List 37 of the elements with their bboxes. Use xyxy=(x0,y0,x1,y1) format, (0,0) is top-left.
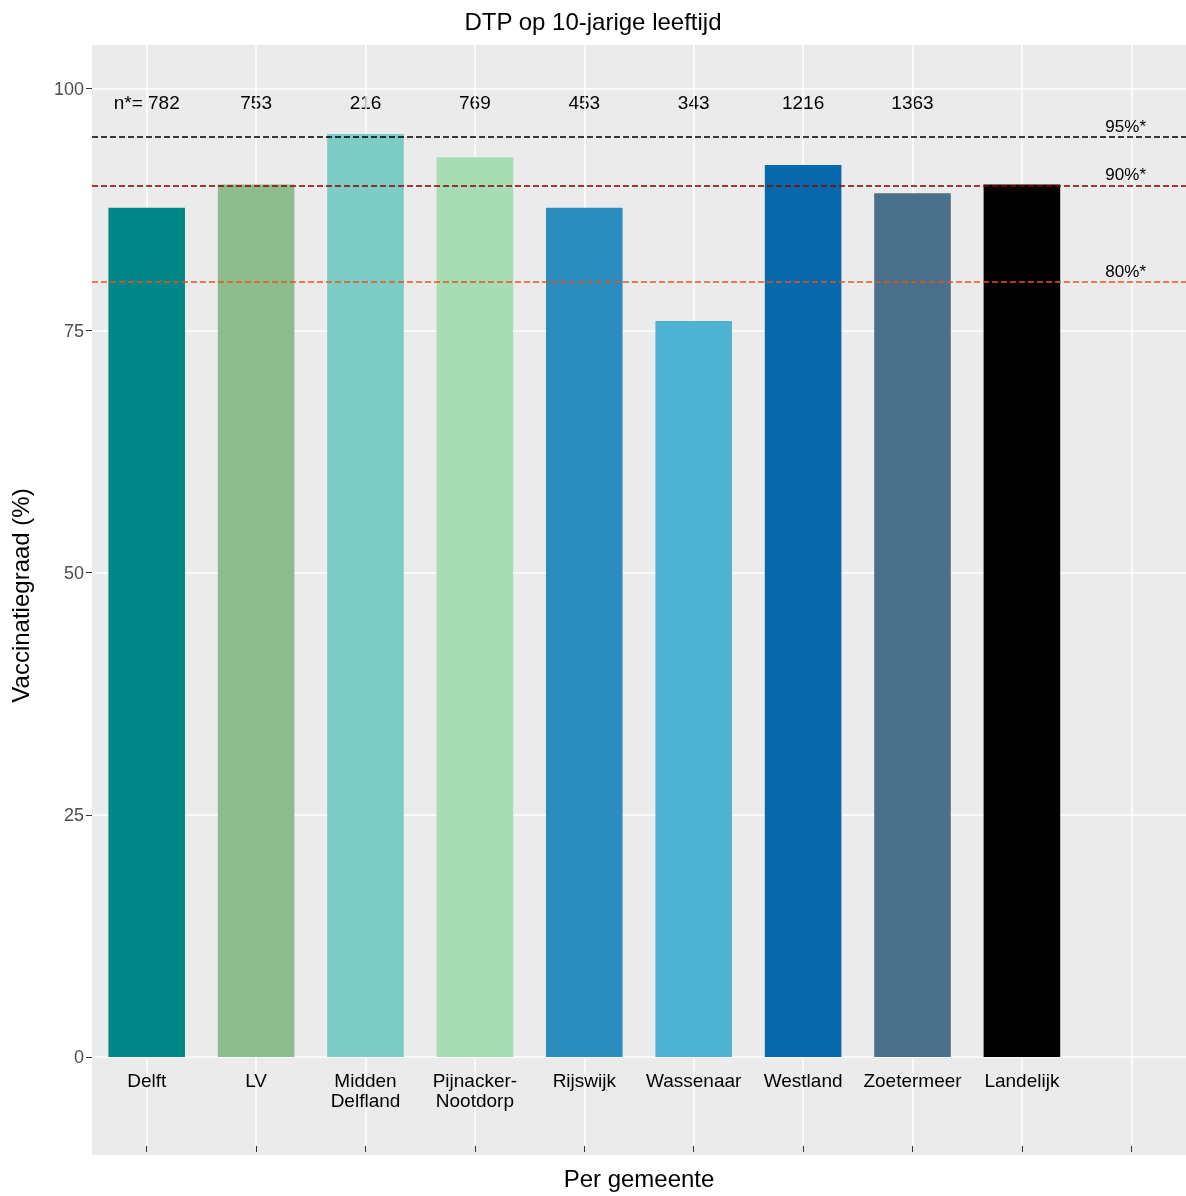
annotation: 769 xyxy=(459,91,491,113)
annotation: 343 xyxy=(677,91,710,113)
x-tick-label: Midden Delfland xyxy=(330,1070,401,1112)
annotation: 1216 xyxy=(781,91,825,113)
bar xyxy=(108,207,185,1057)
x-tick-label: Zoetermeer xyxy=(863,1070,963,1092)
y-tick-label: 50 xyxy=(63,562,84,583)
y-tick-label: 100 xyxy=(53,78,84,99)
bar xyxy=(327,134,404,1057)
x-tick-label: Pijnacker- Nootdorp xyxy=(432,1070,518,1112)
bar xyxy=(764,165,842,1057)
annotation: 216 xyxy=(349,91,382,113)
x-tick-label: Delft xyxy=(127,1070,167,1092)
y-tick-label: 75 xyxy=(63,320,84,341)
bar xyxy=(983,184,1061,1057)
ref-line-label: 80%* xyxy=(1105,262,1147,282)
chart-title: DTP op 10-jarige leeftijd xyxy=(464,7,722,35)
y-tick-label: 25 xyxy=(63,804,84,825)
x-tick-label: Rijswijk xyxy=(552,1070,617,1092)
bar xyxy=(436,157,514,1057)
bar xyxy=(546,207,623,1057)
y-axis-title: Vaccinatiegraad (%) xyxy=(6,488,34,703)
x-tick-label: Westland xyxy=(763,1070,843,1092)
annotation: 1363 xyxy=(891,91,934,113)
annotation: n*= 782 xyxy=(113,91,180,113)
y-tick-label: 0 xyxy=(73,1046,84,1067)
x-tick-label: Wassenaar xyxy=(646,1070,743,1092)
ref-line-label: 90%* xyxy=(1105,165,1147,185)
ref-line-label: 95%* xyxy=(1105,116,1147,136)
x-axis-title: Per gemeente xyxy=(563,1164,715,1192)
x-tick-label: Landelijk xyxy=(984,1070,1060,1092)
bar xyxy=(217,184,295,1057)
bar xyxy=(874,193,951,1057)
annotation: 753 xyxy=(240,91,272,113)
bar xyxy=(655,320,732,1057)
annotation: 453 xyxy=(568,91,601,113)
x-tick-label: LV xyxy=(245,1070,268,1092)
